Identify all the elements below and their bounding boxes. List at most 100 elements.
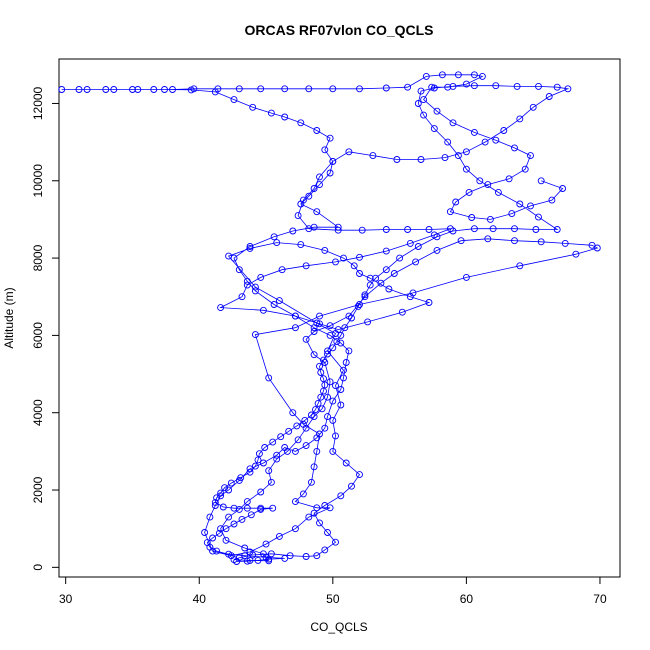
data-point <box>238 515 246 523</box>
data-point <box>297 200 305 208</box>
data-point <box>390 270 398 277</box>
data-point <box>281 113 289 121</box>
data-point <box>356 471 363 479</box>
data-point <box>235 85 243 93</box>
data-point <box>222 536 230 544</box>
y-tick-label: 2000 <box>31 476 45 503</box>
data-point <box>332 538 339 546</box>
data-point <box>238 293 246 301</box>
data-point <box>350 262 358 270</box>
data-point <box>211 498 219 506</box>
data-point <box>332 432 339 440</box>
data-point <box>217 489 225 497</box>
data-point <box>246 468 254 476</box>
data-point <box>273 455 281 463</box>
data-point <box>337 386 345 393</box>
data-point <box>553 83 561 91</box>
data-point <box>329 397 337 405</box>
series-layer <box>58 71 601 565</box>
data-point <box>326 504 334 512</box>
data-point <box>305 192 313 200</box>
data-point <box>305 513 313 521</box>
data-point <box>326 134 334 142</box>
data-point <box>261 444 269 451</box>
data-point <box>209 547 217 555</box>
data-point <box>369 152 377 160</box>
data-point <box>324 347 331 355</box>
data-point <box>302 335 310 343</box>
data-point <box>324 350 331 358</box>
data-point <box>150 86 158 93</box>
data-point <box>257 273 265 281</box>
data-point <box>354 302 362 310</box>
data-point <box>301 416 309 424</box>
data-point <box>529 103 537 111</box>
data-point <box>299 490 307 498</box>
data-point <box>537 177 545 185</box>
x-tick-label: 30 <box>59 592 73 606</box>
data-point <box>214 85 222 93</box>
data-point <box>484 235 492 243</box>
y-tick-label: 4000 <box>31 399 45 426</box>
data-point <box>527 202 534 210</box>
data-point <box>251 283 259 291</box>
data-point <box>404 83 412 91</box>
data-point <box>470 225 478 233</box>
data-point <box>257 504 265 512</box>
data-point <box>257 488 265 496</box>
chart-title: ORCAS RF07vlon CO_QCLS <box>244 22 433 38</box>
y-tick-label: 6000 <box>31 322 45 349</box>
data-point <box>265 467 273 475</box>
data-point <box>254 556 262 564</box>
data-point <box>366 274 374 282</box>
data-point <box>593 244 601 252</box>
data-point <box>227 479 235 487</box>
data-point <box>251 331 259 339</box>
data-point <box>462 148 470 156</box>
data-point <box>324 393 331 401</box>
data-point <box>314 399 322 407</box>
data-point <box>219 503 227 511</box>
data-point <box>320 375 327 383</box>
data-point <box>361 293 369 301</box>
data-point <box>414 243 422 250</box>
data-point <box>500 127 508 134</box>
data-point <box>251 462 259 470</box>
data-point <box>428 83 436 91</box>
data-point <box>438 71 446 79</box>
data-point <box>285 427 293 435</box>
data-point <box>190 85 198 93</box>
data-point <box>235 476 243 484</box>
data-point <box>414 100 422 107</box>
data-point <box>318 405 326 413</box>
data-point <box>281 444 289 451</box>
data-point <box>425 226 433 233</box>
data-point <box>476 177 484 185</box>
data-point <box>316 312 323 320</box>
data-point <box>398 308 406 316</box>
data-point <box>417 87 425 95</box>
data-point <box>275 297 283 305</box>
data-point <box>275 532 283 540</box>
data-point <box>169 86 176 93</box>
data-point <box>492 136 500 144</box>
data-point <box>340 366 347 374</box>
data-point <box>209 534 217 542</box>
data-point <box>310 351 318 359</box>
data-point <box>505 175 513 183</box>
data-point <box>215 529 223 537</box>
data-point <box>267 550 275 558</box>
data-point <box>340 254 347 262</box>
data-point <box>313 447 321 455</box>
data-point <box>297 241 305 249</box>
data-point <box>110 86 118 93</box>
data-point <box>572 250 580 258</box>
data-point <box>75 86 83 93</box>
data-point <box>320 387 327 395</box>
data-point <box>409 289 417 297</box>
data-point <box>316 362 323 370</box>
data-point <box>382 266 390 274</box>
data-point <box>247 511 255 519</box>
data-point <box>307 478 315 486</box>
data-point <box>334 223 342 231</box>
